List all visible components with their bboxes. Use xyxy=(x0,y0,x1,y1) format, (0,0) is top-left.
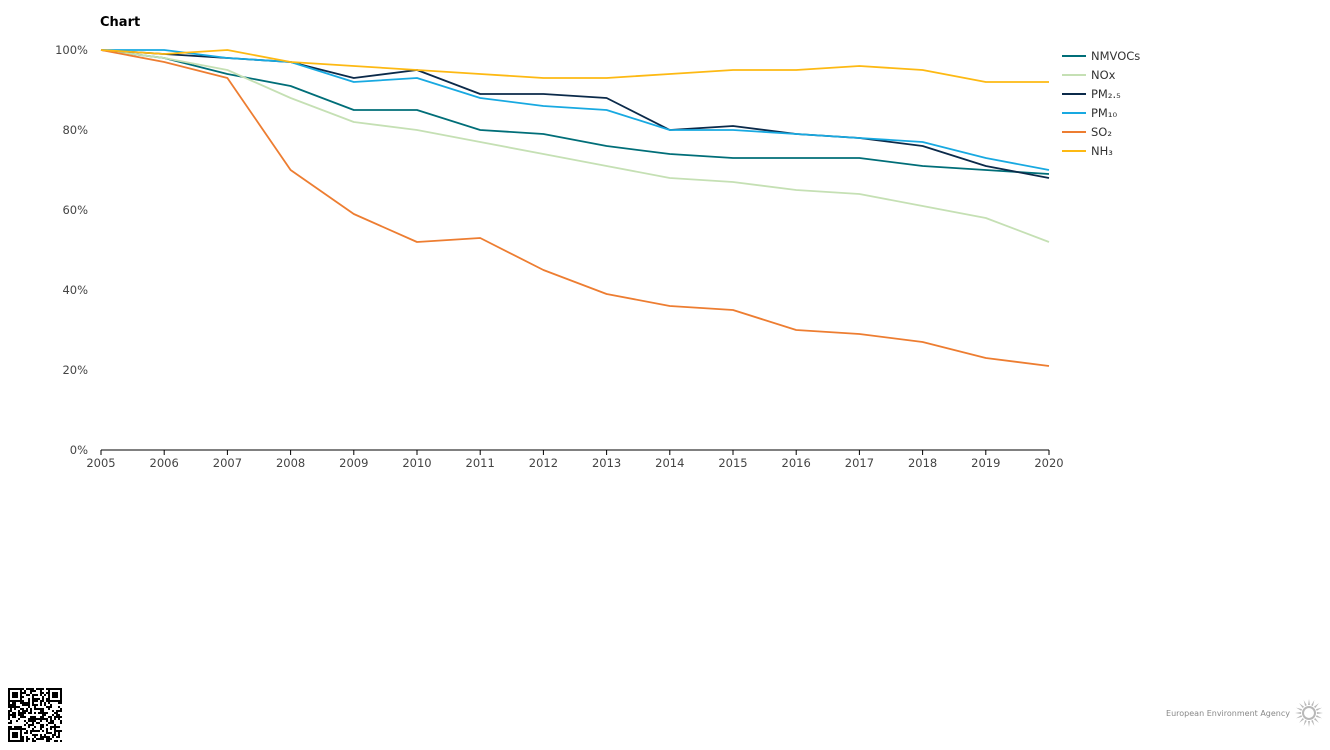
y-tick-label: 60% xyxy=(62,203,88,217)
x-tick-label: 2007 xyxy=(213,456,242,470)
legend: NMVOCs NOx PM₂.₅ PM₁₀ SO₂ NH₃ xyxy=(1062,49,1140,158)
legend-label: SO₂ xyxy=(1091,125,1112,139)
y-tick-label: 0% xyxy=(70,443,88,457)
x-tick-label: 2020 xyxy=(1034,456,1063,470)
y-tick-label: 20% xyxy=(62,363,88,377)
x-tick-label: 2012 xyxy=(529,456,558,470)
legend-label: NMVOCs xyxy=(1091,49,1140,63)
legend-label: NOx xyxy=(1091,68,1116,82)
series-line[interactable] xyxy=(100,49,1050,175)
y-tick-label: 40% xyxy=(62,283,88,297)
x-tick-label: 2015 xyxy=(718,456,747,470)
x-tick-label: 2010 xyxy=(402,456,431,470)
x-tick-label: 2005 xyxy=(86,456,115,470)
series-line[interactable] xyxy=(101,49,1050,171)
x-tick-label: 2016 xyxy=(782,456,811,470)
series-line[interactable] xyxy=(100,49,1050,367)
eea-logo: European Environment Agency xyxy=(1166,698,1324,728)
legend-label: PM₁₀ xyxy=(1091,106,1117,120)
y-tick-label: 80% xyxy=(62,123,88,137)
x-tick-label: 2009 xyxy=(339,456,368,470)
x-tick-label: 2013 xyxy=(592,456,621,470)
x-tick-label: 2017 xyxy=(845,456,874,470)
series-lines xyxy=(100,49,1050,367)
qr-code xyxy=(8,688,62,742)
x-tick-label: 2006 xyxy=(150,456,179,470)
x-tick-label: 2018 xyxy=(908,456,937,470)
y-tick-label: 100% xyxy=(55,43,88,57)
legend-item[interactable]: NH₃ xyxy=(1062,144,1113,158)
x-tick-label: 2019 xyxy=(971,456,1000,470)
legend-item[interactable]: NMVOCs xyxy=(1062,49,1140,63)
series-line[interactable] xyxy=(100,49,1049,83)
legend-label: NH₃ xyxy=(1091,144,1113,158)
sun-logo-icon xyxy=(1295,699,1323,727)
x-tick-label: 2014 xyxy=(655,456,684,470)
x-tick-label: 2011 xyxy=(466,456,495,470)
legend-item[interactable]: NOx xyxy=(1062,68,1116,82)
x-tick-label: 2008 xyxy=(276,456,305,470)
org-name: European Environment Agency xyxy=(1166,708,1290,718)
legend-item[interactable]: PM₂.₅ xyxy=(1062,87,1121,101)
legend-item[interactable]: SO₂ xyxy=(1062,125,1112,139)
series-line[interactable] xyxy=(100,49,1050,243)
legend-item[interactable]: PM₁₀ xyxy=(1062,106,1117,120)
axes: 2005 2006 2007 2008 2009 2010 2011 2012 2013 2014… xyxy=(55,43,1064,470)
legend-label: PM₂.₅ xyxy=(1091,87,1121,101)
chart-title: Chart xyxy=(100,15,141,30)
